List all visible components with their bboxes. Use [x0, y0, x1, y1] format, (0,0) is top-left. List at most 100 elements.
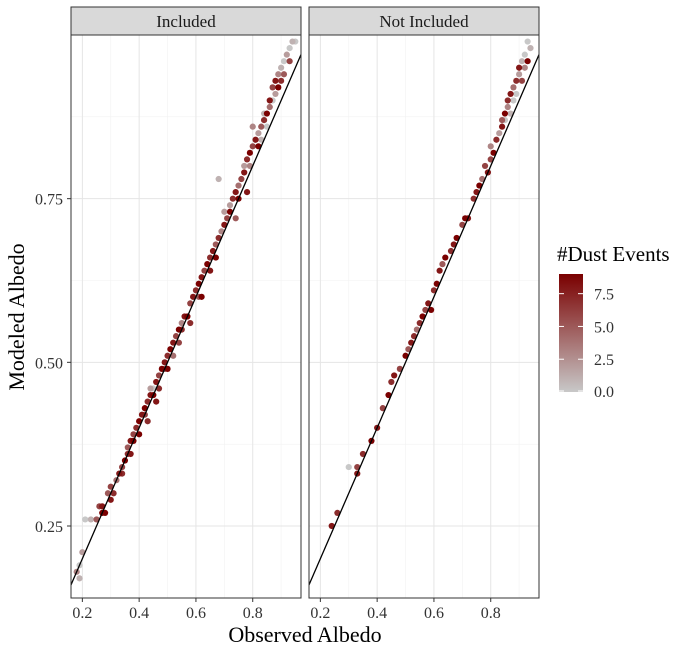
data-point — [513, 77, 520, 84]
data-point — [82, 516, 89, 523]
x-tick-label: 0.8 — [481, 605, 501, 622]
data-point — [221, 208, 228, 215]
data-point — [266, 97, 273, 104]
legend-ticks: 0.0 2.5 5.0 7.5 — [559, 287, 614, 401]
data-point — [147, 385, 154, 392]
data-point — [391, 372, 398, 379]
data-point — [241, 162, 248, 170]
legend-tick-label: 5.0 — [594, 319, 614, 336]
x-axis: 0.2 0.4 0.6 0.8 0.2 0.4 0.6 0.8 — [72, 598, 501, 622]
data-point — [215, 175, 222, 183]
data-point — [501, 110, 509, 117]
legend-tick-label: 2.5 — [594, 352, 614, 369]
data-point — [243, 156, 251, 163]
data-point — [144, 418, 151, 425]
data-point — [229, 195, 236, 202]
data-point — [238, 175, 245, 183]
data-point — [252, 136, 259, 143]
data-point — [527, 44, 534, 52]
data-point — [280, 58, 288, 65]
data-point — [249, 143, 256, 150]
data-point — [275, 84, 282, 91]
data-point — [289, 38, 296, 45]
x-tick-label: 0.2 — [72, 605, 92, 622]
grid-lines — [71, 35, 301, 598]
data-point — [243, 189, 251, 196]
x-tick-label: 0.4 — [129, 605, 149, 622]
y-axis-title: Modeled Albedo — [4, 243, 29, 390]
data-point — [442, 254, 449, 261]
data-point — [272, 77, 279, 84]
data-point — [518, 58, 526, 65]
data-point — [516, 71, 523, 78]
data-point — [260, 117, 268, 124]
data-point — [278, 77, 285, 84]
data-point — [249, 123, 256, 130]
data-point — [498, 123, 506, 130]
x-axis-title: Observed Albedo — [228, 622, 381, 647]
data-point — [510, 84, 517, 91]
strip-background — [308, 6, 540, 36]
points-group — [328, 38, 534, 530]
data-point — [263, 110, 271, 117]
data-point — [226, 202, 234, 209]
data-point — [198, 293, 205, 300]
data-point — [235, 182, 242, 189]
strip-background — [70, 6, 302, 36]
x-tick-label: 0.4 — [367, 605, 387, 622]
data-point — [345, 463, 352, 471]
data-point — [524, 38, 531, 45]
y-tick-label: 0.50 — [35, 355, 63, 372]
data-point — [283, 51, 290, 58]
strip-label: Included — [156, 12, 216, 31]
data-point — [187, 319, 194, 327]
data-point — [278, 64, 285, 71]
data-point — [272, 90, 279, 98]
panel-included: Included — [70, 6, 302, 599]
data-point — [266, 103, 273, 111]
legend-colorbar — [559, 274, 583, 392]
reference-line — [71, 53, 301, 587]
y-tick-label: 0.25 — [35, 519, 63, 536]
reference-line — [309, 53, 539, 587]
legend: #Dust Events 0.0 2.5 5.0 7.5 — [557, 242, 670, 401]
data-point — [521, 51, 528, 58]
data-point — [510, 97, 517, 104]
data-point — [439, 261, 446, 268]
data-point — [275, 71, 282, 78]
grid-lines — [309, 35, 539, 598]
data-point — [246, 149, 253, 156]
data-point — [241, 169, 248, 176]
strip-label: Not Included — [379, 12, 469, 31]
data-point — [436, 267, 443, 274]
x-tick-label: 0.8 — [243, 605, 263, 622]
data-point — [493, 136, 500, 143]
panel-not-included: Not Included — [308, 6, 540, 599]
data-point — [507, 90, 514, 98]
data-point — [87, 516, 94, 523]
panel-border — [308, 34, 540, 599]
data-point — [232, 189, 239, 196]
data-point — [524, 58, 531, 65]
data-point — [518, 77, 526, 84]
data-point — [487, 143, 494, 150]
data-point — [153, 398, 160, 405]
data-point — [498, 117, 506, 124]
x-tick-label: 0.6 — [186, 605, 206, 622]
data-point — [521, 64, 528, 71]
legend-title: #Dust Events — [557, 242, 670, 266]
data-point — [280, 71, 288, 78]
data-point — [76, 575, 83, 582]
x-tick-label: 0.6 — [424, 605, 444, 622]
data-point — [504, 103, 511, 111]
y-tick-label: 0.75 — [35, 192, 63, 209]
data-point — [286, 44, 293, 52]
panel-border — [70, 34, 302, 599]
data-point — [269, 84, 276, 91]
data-point — [286, 58, 293, 65]
data-point — [481, 162, 489, 170]
x-tick-label: 0.2 — [310, 605, 330, 622]
data-point — [496, 130, 503, 137]
data-point — [232, 215, 239, 222]
